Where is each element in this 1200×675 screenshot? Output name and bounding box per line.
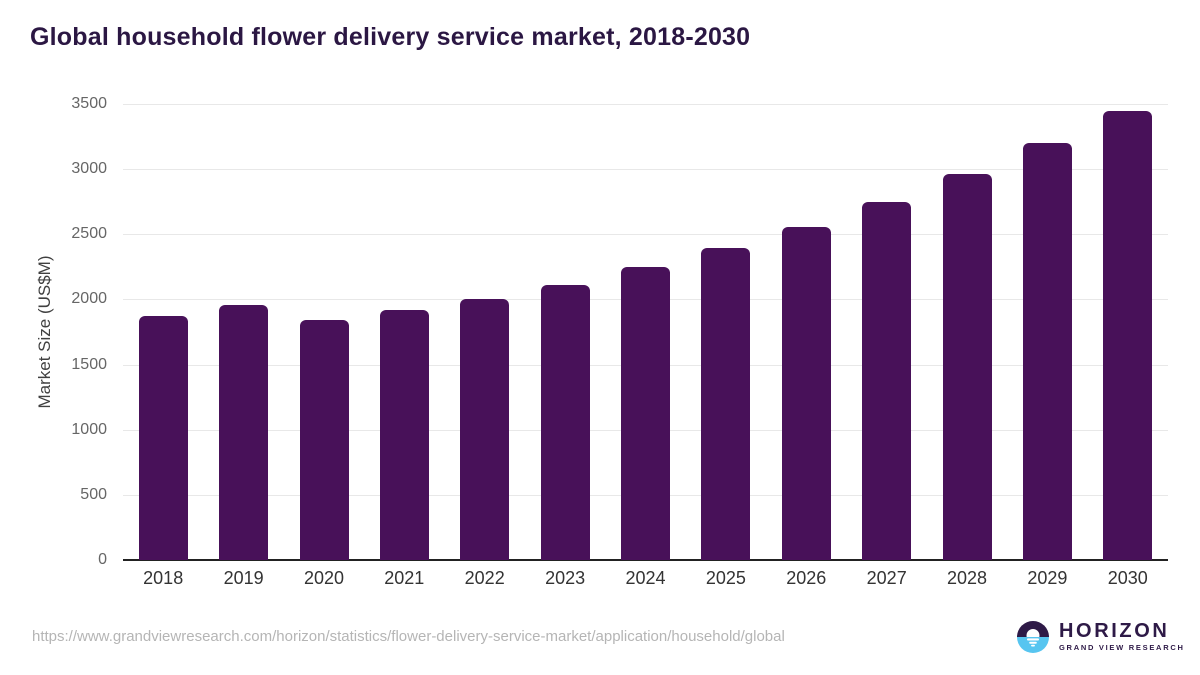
- x-tick-label-2023: 2023: [545, 568, 586, 588]
- bar-2023: [540, 285, 590, 560]
- y-tick-label-500: 500: [80, 485, 107, 503]
- bar-2028: [942, 174, 992, 560]
- x-tick-label-2028: 2028: [946, 568, 988, 588]
- bar-2022: [460, 299, 510, 560]
- bar-2018: [138, 316, 188, 560]
- y-tick-label-1500: 1500: [71, 355, 107, 373]
- bar-2030: [1103, 111, 1153, 560]
- bar-2029: [1022, 143, 1072, 560]
- logo-subtitle: GRAND VIEW RESEARCH: [1059, 643, 1185, 652]
- y-tick-label-1000: 1000: [71, 420, 107, 438]
- x-tick-label-2022: 2022: [464, 568, 505, 588]
- horizon-logo: HORIZON GRAND VIEW RESEARCH: [1016, 620, 1185, 654]
- x-tick-label-2027: 2027: [866, 568, 907, 588]
- x-tick-label-2019: 2019: [223, 568, 264, 588]
- x-tick-label-2029: 2029: [1027, 568, 1068, 588]
- gridline-3000: [123, 169, 1168, 171]
- x-tick-label-2026: 2026: [786, 568, 827, 588]
- page-title: Global household flower delivery service…: [30, 23, 751, 51]
- x-tick-label-2021: 2021: [384, 568, 425, 588]
- x-tick-label-2030: 2030: [1107, 568, 1148, 588]
- bar-2019: [219, 305, 269, 560]
- source-url: https://www.grandviewresearch.com/horizo…: [32, 628, 785, 645]
- x-tick-label-2025: 2025: [705, 568, 746, 588]
- logo-title: HORIZON: [1059, 620, 1170, 642]
- y-tick-label-2500: 2500: [71, 225, 107, 243]
- y-tick-label-3500: 3500: [71, 95, 107, 112]
- x-tick-label-2018: 2018: [143, 568, 184, 588]
- x-axis-line: [123, 559, 1168, 561]
- horizon-sun-icon: [1017, 621, 1049, 653]
- x-tick-label-2020: 2020: [303, 568, 345, 588]
- bar-2020: [299, 320, 349, 560]
- y-tick-label-0: 0: [98, 551, 107, 568]
- bar-2024: [621, 267, 670, 560]
- gridline-3500: [123, 104, 1168, 105]
- bar-2025: [701, 248, 751, 560]
- y-tick-label-3000: 3000: [71, 160, 107, 178]
- logo-text: HORIZON GRAND VIEW RESEARCH: [1059, 621, 1185, 653]
- gridline-2500: [123, 234, 1168, 236]
- bar-2027: [862, 202, 912, 560]
- y-tick-label-2000: 2000: [71, 290, 107, 308]
- bar-2021: [379, 310, 429, 560]
- x-tick-label-2024: 2024: [625, 568, 666, 588]
- bar-2026: [781, 227, 831, 560]
